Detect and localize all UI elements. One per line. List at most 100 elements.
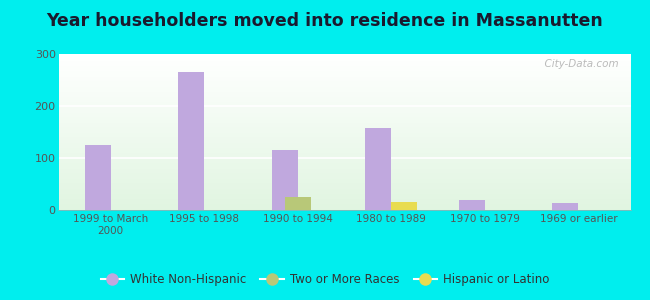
- Bar: [58, 147, 630, 148]
- Bar: [58, 151, 630, 152]
- Bar: [58, 192, 630, 193]
- Bar: [58, 121, 630, 122]
- Bar: [58, 58, 630, 59]
- Bar: [58, 95, 630, 96]
- Bar: [178, 72, 204, 210]
- Bar: [58, 117, 630, 118]
- Bar: [58, 200, 630, 201]
- Bar: [58, 154, 630, 155]
- Bar: [58, 176, 630, 177]
- Bar: [58, 67, 630, 68]
- Bar: [58, 130, 630, 131]
- Bar: [58, 198, 630, 199]
- Bar: [58, 161, 630, 162]
- Bar: [58, 190, 630, 191]
- Bar: [58, 131, 630, 132]
- Bar: [58, 80, 630, 81]
- Bar: [58, 106, 630, 107]
- Bar: [58, 84, 630, 85]
- Bar: [58, 123, 630, 124]
- Bar: [58, 191, 630, 192]
- Bar: [58, 188, 630, 189]
- Bar: [58, 168, 630, 169]
- Bar: [58, 55, 630, 56]
- Bar: [58, 76, 630, 77]
- Bar: [58, 201, 630, 202]
- Bar: [58, 202, 630, 203]
- Bar: [58, 150, 630, 151]
- Bar: [285, 197, 311, 210]
- Bar: [58, 183, 630, 184]
- Bar: [58, 61, 630, 62]
- Bar: [58, 101, 630, 102]
- Bar: [58, 75, 630, 76]
- Bar: [58, 186, 630, 187]
- Bar: [58, 93, 630, 94]
- Bar: [84, 145, 110, 210]
- Bar: [58, 56, 630, 57]
- Bar: [58, 205, 630, 206]
- Bar: [58, 74, 630, 75]
- Bar: [58, 195, 630, 196]
- Bar: [552, 203, 578, 210]
- Bar: [58, 208, 630, 209]
- Bar: [272, 150, 298, 210]
- Bar: [365, 128, 391, 210]
- Bar: [58, 199, 630, 200]
- Bar: [58, 60, 630, 61]
- Bar: [58, 83, 630, 84]
- Bar: [58, 173, 630, 174]
- Bar: [58, 166, 630, 167]
- Bar: [58, 140, 630, 141]
- Bar: [58, 65, 630, 66]
- Legend: White Non-Hispanic, Two or More Races, Hispanic or Latino: White Non-Hispanic, Two or More Races, H…: [96, 269, 554, 291]
- Bar: [58, 122, 630, 123]
- Bar: [58, 134, 630, 135]
- Bar: [58, 62, 630, 63]
- Bar: [58, 72, 630, 73]
- Bar: [58, 167, 630, 168]
- Bar: [58, 139, 630, 140]
- Bar: [58, 137, 630, 138]
- Text: City-Data.com: City-Data.com: [538, 59, 619, 69]
- Bar: [58, 86, 630, 87]
- Bar: [58, 152, 630, 153]
- Bar: [58, 155, 630, 156]
- Bar: [58, 100, 630, 101]
- Bar: [58, 203, 630, 204]
- Bar: [58, 177, 630, 178]
- Bar: [58, 70, 630, 71]
- Bar: [58, 120, 630, 121]
- Bar: [391, 202, 417, 210]
- Bar: [58, 78, 630, 79]
- Bar: [58, 110, 630, 111]
- Bar: [58, 209, 630, 210]
- Bar: [58, 124, 630, 125]
- Bar: [58, 206, 630, 207]
- Bar: [58, 182, 630, 183]
- Bar: [58, 164, 630, 165]
- Bar: [58, 103, 630, 104]
- Bar: [58, 63, 630, 64]
- Bar: [58, 88, 630, 89]
- Bar: [58, 165, 630, 166]
- Bar: [58, 69, 630, 70]
- Bar: [58, 99, 630, 100]
- Bar: [58, 133, 630, 134]
- Bar: [58, 64, 630, 65]
- Bar: [58, 169, 630, 170]
- Bar: [58, 90, 630, 91]
- Bar: [58, 112, 630, 113]
- Bar: [58, 115, 630, 116]
- Bar: [58, 104, 630, 105]
- Bar: [58, 127, 630, 128]
- Bar: [58, 145, 630, 146]
- Bar: [58, 89, 630, 90]
- Bar: [58, 204, 630, 205]
- Bar: [58, 174, 630, 175]
- Bar: [58, 105, 630, 106]
- Bar: [58, 57, 630, 58]
- Bar: [58, 146, 630, 147]
- Bar: [58, 92, 630, 93]
- Bar: [58, 108, 630, 109]
